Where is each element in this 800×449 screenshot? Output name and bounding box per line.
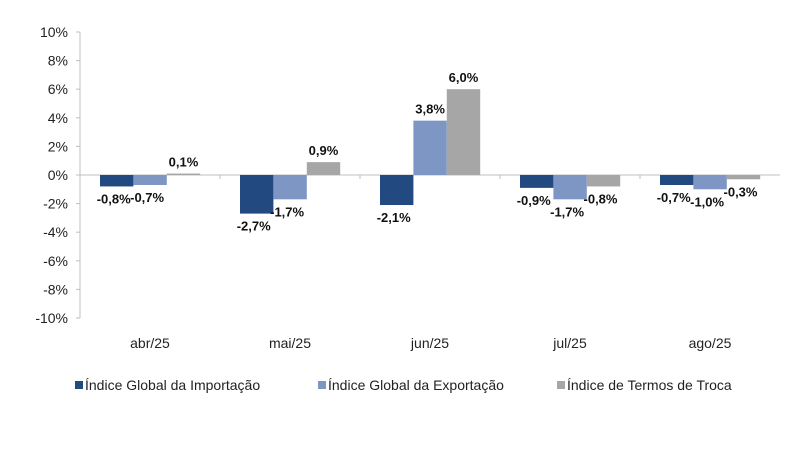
legend-swatch: [557, 381, 565, 389]
bar: [693, 175, 727, 190]
data-label: -0,7%: [130, 190, 164, 205]
y-tick-label: 6%: [48, 81, 68, 97]
data-label: 3,8%: [415, 102, 445, 117]
legend-label: Índice Global da Exportação: [328, 377, 504, 393]
bar: [413, 120, 447, 175]
legend-label: Índice de Termos de Troca: [567, 377, 732, 393]
data-label: -1,7%: [270, 204, 304, 219]
bar: [446, 89, 481, 175]
y-tick-label: 2%: [48, 138, 68, 154]
legend-swatch: [75, 381, 83, 389]
bar: [586, 175, 621, 187]
data-label: -2,7%: [237, 219, 271, 234]
bar: [306, 162, 341, 175]
data-label: -2,1%: [377, 210, 411, 225]
data-label: -0,8%: [97, 191, 131, 206]
data-label: -0,9%: [517, 193, 551, 208]
bar: [726, 175, 761, 180]
bar: [660, 175, 694, 186]
data-label: -0,7%: [657, 190, 691, 205]
x-category-label: ago/25: [689, 335, 732, 351]
data-label: -1,7%: [550, 204, 584, 219]
y-tick-label: -2%: [43, 196, 68, 212]
legend-label: Índice Global da Importação: [85, 377, 260, 393]
bar: [166, 173, 201, 175]
y-tick-label: -8%: [43, 281, 68, 297]
y-tick-label: 10%: [40, 24, 68, 40]
y-tick-label: -4%: [43, 224, 68, 240]
x-category-label: mai/25: [269, 335, 311, 351]
data-label: -1,0%: [690, 194, 724, 209]
y-tick-label: 8%: [48, 53, 68, 69]
data-label: 0,1%: [169, 155, 199, 170]
y-tick-label: 0%: [48, 167, 68, 183]
bar: [100, 175, 134, 187]
bar: [133, 175, 167, 186]
data-label: -0,8%: [584, 191, 618, 206]
bar: [380, 175, 414, 206]
y-tick-label: 4%: [48, 110, 68, 126]
data-label: 6,0%: [449, 70, 479, 85]
x-category-label: abr/25: [130, 335, 170, 351]
legend-swatch: [318, 381, 326, 389]
bar: [520, 175, 554, 188]
bar: [240, 175, 274, 214]
x-category-label: jul/25: [552, 335, 587, 351]
data-label: 0,9%: [309, 143, 339, 158]
y-tick-label: -6%: [43, 253, 68, 269]
data-label: -0,3%: [724, 184, 758, 199]
x-category-label: jun/25: [410, 335, 449, 351]
y-tick-label: -10%: [35, 310, 68, 326]
bar: [273, 175, 307, 200]
bar: [553, 175, 587, 200]
